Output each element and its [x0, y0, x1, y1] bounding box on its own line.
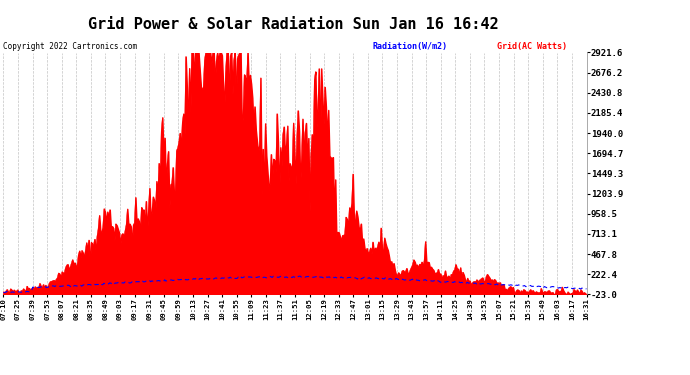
- Text: Radiation(W/m2): Radiation(W/m2): [373, 42, 448, 51]
- Text: Grid Power & Solar Radiation Sun Jan 16 16:42: Grid Power & Solar Radiation Sun Jan 16 …: [88, 17, 499, 32]
- Text: Grid(AC Watts): Grid(AC Watts): [497, 42, 566, 51]
- Text: Copyright 2022 Cartronics.com: Copyright 2022 Cartronics.com: [3, 42, 137, 51]
